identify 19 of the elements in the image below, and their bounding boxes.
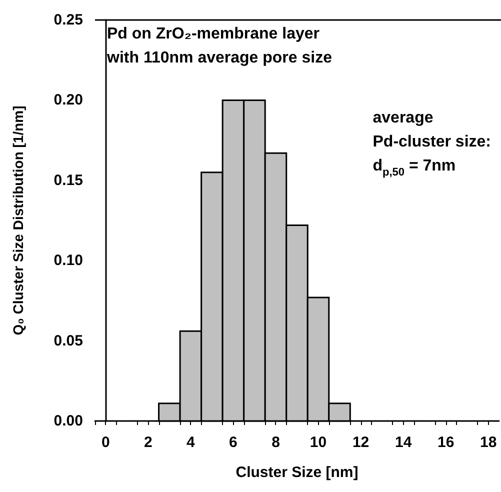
x-tick-label: 16 bbox=[438, 434, 454, 451]
y-tick-label: 0.20 bbox=[54, 92, 83, 109]
x-tick-label: 6 bbox=[229, 434, 238, 451]
x-tick-label: 12 bbox=[352, 434, 370, 451]
y-axis-title: Q₀ Cluster Size Distribution [1/nm] bbox=[10, 106, 26, 336]
y-tick-label: 0.25 bbox=[54, 12, 83, 28]
y-tick-label: 0.10 bbox=[54, 252, 83, 270]
x-axis-title: Cluster Size [nm] bbox=[236, 464, 358, 481]
x-tick-label: 10 bbox=[310, 434, 327, 451]
y-tick-label: 0.05 bbox=[54, 332, 83, 350]
x-tick-label: 14 bbox=[394, 434, 412, 451]
x-tick-label: 2 bbox=[144, 434, 152, 451]
x-tick-label: 8 bbox=[272, 434, 280, 451]
y-tick-label: 0.15 bbox=[54, 172, 83, 189]
annotation: Pd on ZrO₂-membrane layer with 110nm average pore size bbox=[106, 26, 332, 66]
x-tick-label: 0 bbox=[101, 434, 110, 451]
x-tick-label: 4 bbox=[186, 434, 196, 451]
y-tick-label: 0.00 bbox=[54, 412, 83, 430]
x-tick-label: 18 bbox=[480, 434, 497, 451]
